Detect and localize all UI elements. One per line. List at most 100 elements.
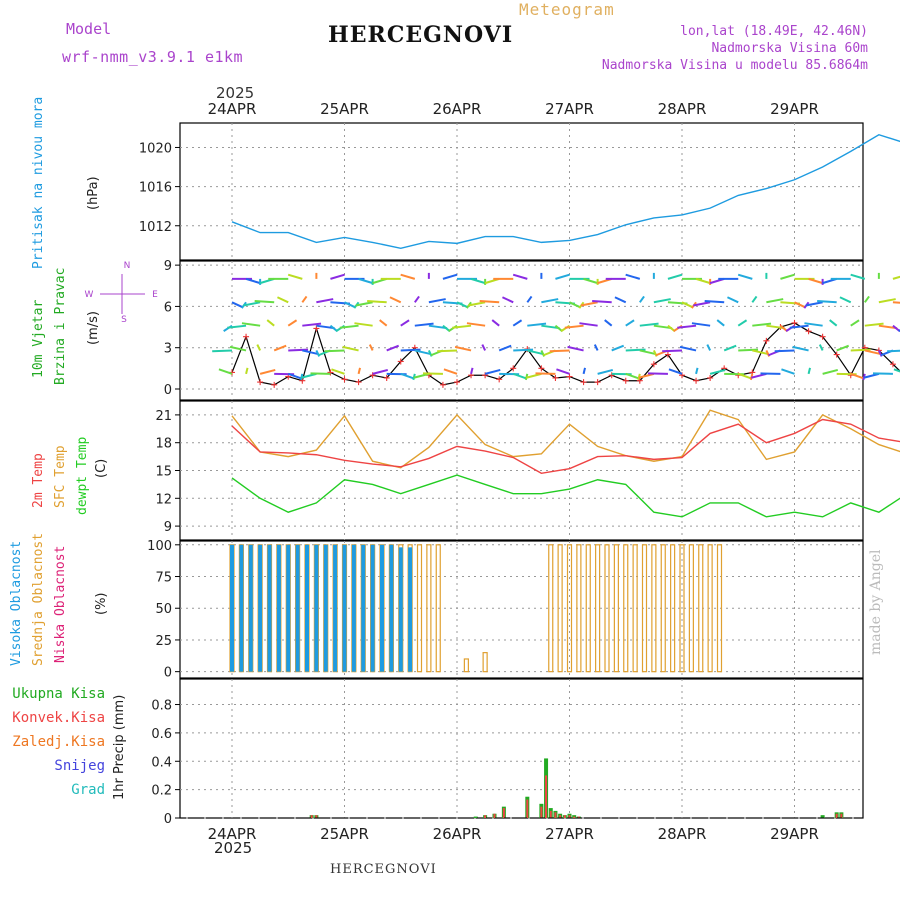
wind-arrow [737,372,752,380]
wind-arrow [704,300,725,304]
high-cloud-bar [239,544,244,672]
wind-arrow [887,349,900,353]
high-cloud-bar [230,544,234,672]
mid-cloud-bar [482,652,488,673]
mid-cloud-bar [557,544,563,673]
wind-speed-point [636,377,643,384]
conv-precip-bar [835,813,838,818]
conv-precip-bar [526,799,529,818]
wind-arrow [491,319,500,327]
wind-speed-point [327,369,334,376]
wind-arrow [737,273,753,280]
wind-arrow [850,319,860,327]
wind-arrow [677,324,697,329]
wind-arrow [287,273,303,280]
mid-cloud-bar [613,544,619,673]
y-tick-label: 0.8 [151,699,172,714]
wind-arrow [818,344,824,351]
wind-arrow [227,324,247,329]
wind-arrow [625,319,635,327]
wind-speed-point [566,373,573,380]
wind-arrow [372,368,389,375]
wind-arrow [400,319,410,327]
wind-arrow [452,324,472,329]
wind-arrow [766,298,784,304]
compass-e-label: E [152,290,158,300]
wind-arrow [639,322,659,327]
wind-arrow [863,372,880,379]
wind-arrow [549,349,570,353]
wind-arrow [466,322,486,327]
wind-speed-point [594,379,601,386]
x-tick-label-bottom: 27APR [545,825,594,843]
wind-arrow [254,300,275,304]
y-tick-label: 0.4 [151,755,172,770]
y-tick-label: 9 [164,520,172,535]
wind-arrow [331,368,345,375]
conv-precip-bar [563,815,566,818]
wind-arrow [443,368,458,375]
y-tick-label: 50 [155,602,172,617]
mid-cloud-bar [463,658,469,673]
wind-arrow [780,273,795,280]
wind-arrow [484,368,501,375]
wind-speed-point [819,333,826,340]
high-cloud-bar [342,544,347,672]
high-cloud-bar [361,544,366,672]
conv-precip-bar [484,815,487,818]
wind-arrow [229,345,247,352]
wind-speed-point [608,372,615,379]
y-tick-label: 0.2 [151,784,172,799]
pressure-series-line [231,133,900,249]
high-cloud-bar [258,544,263,672]
wind-arrow [400,372,415,380]
mid-cloud-label: Srednja Oblacnost [31,533,46,666]
wind-arrow [400,273,416,280]
wind-arrow [850,372,865,380]
cloud-unit-label: (%) [94,593,109,616]
wind-arrow [597,368,614,375]
high-cloud-bar [408,547,413,672]
x-tick-label-top: 28APR [658,100,707,118]
wind-arrow [892,301,900,304]
conv-precip-bar [577,816,580,818]
wind-speed-point [552,374,559,381]
y-tick-label: 0 [164,666,172,681]
wind-arrow [639,349,657,356]
conv-precip-bar [545,775,548,818]
wind-arrow [300,372,317,379]
y-tick-label: 0 [164,383,172,398]
x-tick-label-top: 26APR [433,100,482,118]
wind-arrow [470,277,486,285]
wind-arrow [792,345,809,352]
wind-arrow [580,301,598,307]
compass-n-label: N [124,261,131,271]
wind-arrow [639,295,645,303]
pressure-unit-label: (hPa) [86,176,101,210]
wind-arrow [526,295,533,303]
y-tick-label: 75 [155,571,172,586]
wind-arrow [468,301,486,307]
wind-speed-line [231,322,900,386]
wind-arrow [414,322,434,327]
wind-arrow [781,368,795,375]
wind-speed-point [707,374,714,381]
wind-arrow [355,301,373,307]
wind-arrow [723,344,737,352]
wind-arrow [750,372,767,379]
wind-arrow [638,372,655,379]
wind-panel-label: 10m Vjetar [31,300,46,378]
wind-arrow [693,301,711,307]
high-cloud-label: Visoka Oblacnost [9,541,24,666]
wind-arrow [808,277,823,285]
footer-station: HERCEGNOVI [330,862,437,877]
wind-arrow [368,344,374,351]
temp-2m-label: 2m Temp [31,453,46,508]
wind-arrow [241,322,261,327]
wind-arrow [256,344,262,351]
t2m-temp-line [231,418,900,475]
wind-arrow [212,349,233,353]
high-cloud-bar [267,544,272,672]
wind-arrow [695,277,711,285]
